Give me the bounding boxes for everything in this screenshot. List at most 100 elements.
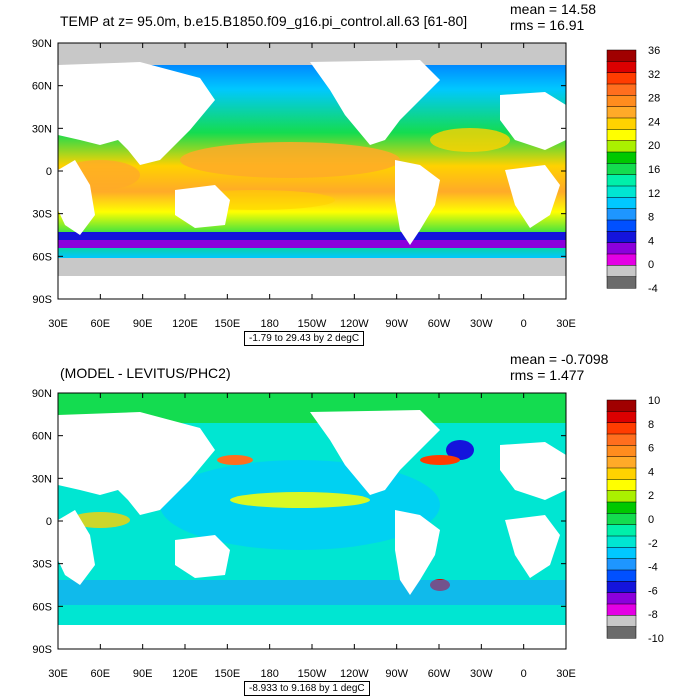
lat-tick-label: 0 xyxy=(46,516,52,528)
eurasia-landmass xyxy=(58,412,215,515)
colorbar-label: 12 xyxy=(648,188,660,200)
map-field xyxy=(58,43,566,299)
colorbar-swatch xyxy=(606,433,637,446)
lon-tick-label: 0 xyxy=(521,668,527,680)
colorbar-swatch xyxy=(606,242,637,255)
colorbar-swatch xyxy=(606,83,637,96)
europe-landmass xyxy=(500,92,566,150)
lat-tick-label: 90N xyxy=(32,388,52,400)
colorbar-label: 6 xyxy=(648,443,654,455)
colorbar-label: 0 xyxy=(648,259,654,271)
mean-stat: mean = 14.58 xyxy=(510,1,597,17)
lon-tick-label: 150E xyxy=(214,318,240,330)
mean-stat: mean = -0.7098 xyxy=(510,351,609,367)
lat-tick-label: 90S xyxy=(32,644,52,656)
lon-tick-label: 60W xyxy=(428,318,451,330)
colorbar-swatch xyxy=(606,603,637,616)
colorbar-swatch xyxy=(606,592,637,605)
difference-panel: (MODEL - LEVITUS/PHC2) mean = -0.7098 rm… xyxy=(0,350,700,700)
north-america-landmass xyxy=(310,410,440,495)
colorbar-swatch xyxy=(606,265,637,278)
lon-tick-label: 30W xyxy=(470,318,493,330)
lon-tick-label: 120W xyxy=(340,318,369,330)
lon-tick-label: 60E xyxy=(91,668,111,680)
africa-landmass xyxy=(58,160,95,235)
colorbar-label: 4 xyxy=(648,466,654,478)
lon-tick-label: 90E xyxy=(133,318,153,330)
colorbar-swatch xyxy=(606,129,637,142)
colorbar-swatch xyxy=(606,535,637,548)
africa-landmass xyxy=(58,510,95,585)
colorbar-label: 36 xyxy=(648,45,660,57)
colorbar-label: -2 xyxy=(648,538,658,550)
colorbar-swatch xyxy=(606,569,637,582)
panel-title: TEMP at z= 95.0m, b.e15.B1850.f09_g16.pi… xyxy=(60,13,468,29)
colorbar-label: 28 xyxy=(648,93,660,105)
lon-tick-label: 30E xyxy=(48,318,68,330)
colorbar-swatch xyxy=(606,399,637,412)
lat-tick-label: 60S xyxy=(32,601,52,613)
colorbar-swatch xyxy=(606,558,637,571)
colorbar-swatch xyxy=(606,524,637,537)
lat-tick-label: 60S xyxy=(32,251,52,263)
lon-tick-label: 150W xyxy=(298,318,327,330)
lon-tick-label: 90E xyxy=(133,668,153,680)
lat-tick-label: 60N xyxy=(32,81,52,93)
colorbar-swatch xyxy=(606,72,637,85)
lon-tick-label: 60E xyxy=(91,318,111,330)
australia-landmass xyxy=(175,535,230,578)
colorbar-swatch xyxy=(606,95,637,108)
africa-east-landmass xyxy=(505,165,560,228)
colorbar-label: 8 xyxy=(648,419,654,431)
north-america-landmass xyxy=(310,60,440,145)
colorbar-label: -4 xyxy=(648,283,658,295)
map-axes: 30E 60E 90E 120E 150E 180 150W 120W 90W 60W 30W 0 30… xyxy=(32,388,576,680)
lat-tick-label: 90N xyxy=(32,38,52,50)
lat-tick-label: 0 xyxy=(46,166,52,178)
colorbar-swatch xyxy=(606,276,637,289)
colorbar-swatch xyxy=(606,445,637,458)
colorbar-label: -8 xyxy=(648,609,658,621)
colorbar-swatch xyxy=(606,163,637,176)
colorbar-swatch xyxy=(606,49,637,62)
lat-tick-label: 90S xyxy=(32,294,52,306)
lon-tick-label: 30E xyxy=(48,668,68,680)
colorbar-label: 4 xyxy=(648,235,654,247)
colorbar-swatch xyxy=(606,197,637,210)
africa-east-landmass xyxy=(505,515,560,578)
lon-tick-label: 180 xyxy=(260,318,278,330)
lon-tick-label: 90W xyxy=(385,668,408,680)
difference-map: 30E 60E 90E 120E 150E 180 150W 120W 90W 60W 30W 0 30… xyxy=(32,388,664,680)
colorbar-swatch xyxy=(606,174,637,187)
colorbar-swatch xyxy=(606,219,637,232)
colorbar-label: -6 xyxy=(648,585,658,597)
lat-tick-label: 30S xyxy=(32,209,52,221)
colorbar-swatch xyxy=(606,615,637,628)
colorbar-swatch xyxy=(606,208,637,221)
lon-tick-label: 90W xyxy=(385,318,408,330)
temperature-map: 30E 60E 90E 120E 150E 180 150W 120W 90W 60W 30W 0 30… xyxy=(32,38,660,330)
south-america-landmass xyxy=(395,160,440,245)
colorbar-label: 2 xyxy=(648,490,654,502)
colorbar-swatch xyxy=(606,422,637,435)
lon-tick-label: 180 xyxy=(260,668,278,680)
colorbar: 10 8 6 4 2 0 -2 -4 -6 -8 -10 xyxy=(606,395,664,645)
south-america-landmass xyxy=(395,510,440,595)
map-field xyxy=(58,393,566,649)
colorbar-swatch xyxy=(606,513,637,526)
lon-tick-label: 30E xyxy=(556,668,576,680)
colorbar-swatch xyxy=(606,61,637,74)
colorbar-label: 16 xyxy=(648,164,660,176)
colorbar-label: 8 xyxy=(648,212,654,224)
lon-tick-label: 120E xyxy=(172,668,198,680)
colorbar-swatch xyxy=(606,490,637,503)
colorbar-label: 10 xyxy=(648,395,660,407)
lon-tick-label: 150W xyxy=(298,668,327,680)
lat-tick-label: 30S xyxy=(32,559,52,571)
lon-tick-label: 120E xyxy=(172,318,198,330)
colorbar-label: 0 xyxy=(648,514,654,526)
europe-landmass xyxy=(500,442,566,500)
colorbar-swatch xyxy=(606,501,637,514)
lon-tick-label: 60W xyxy=(428,668,451,680)
colorbar-swatch xyxy=(606,106,637,119)
